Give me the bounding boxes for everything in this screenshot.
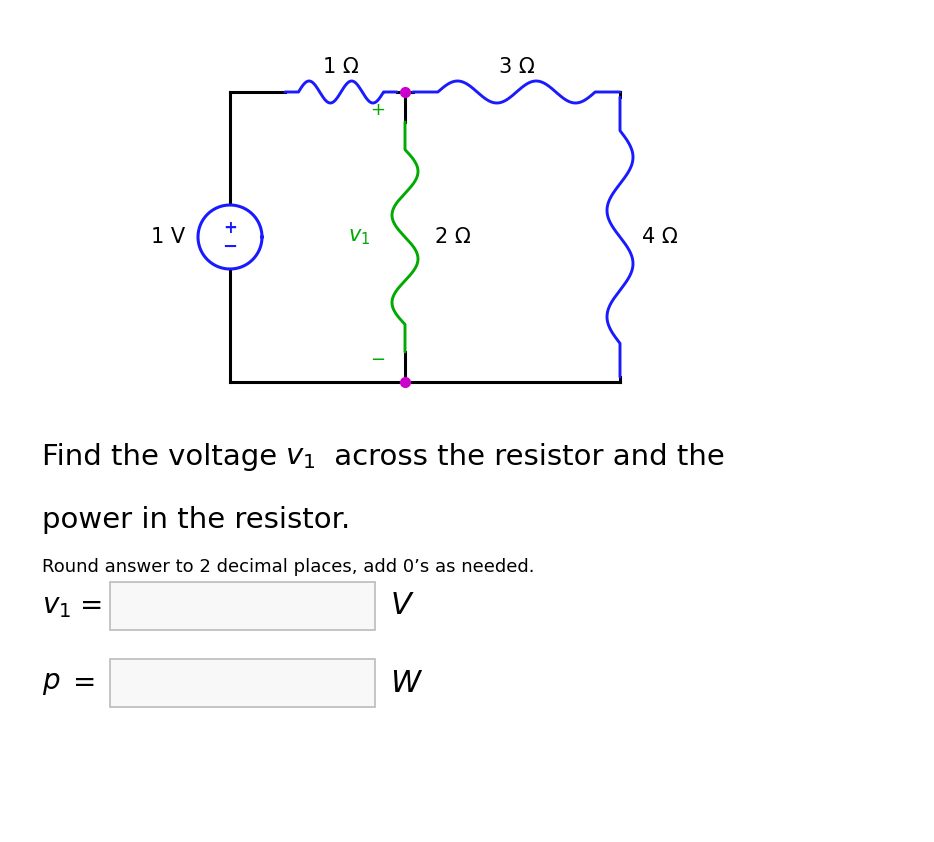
Text: =: = <box>73 669 96 697</box>
Text: $v_1$: $v_1$ <box>42 592 71 620</box>
Text: Find the voltage: Find the voltage <box>42 443 287 471</box>
Text: +: + <box>223 219 237 237</box>
Text: =: = <box>80 592 104 620</box>
FancyBboxPatch shape <box>110 659 375 707</box>
Text: −: − <box>222 238 237 256</box>
Text: power in the resistor.: power in the resistor. <box>42 506 350 534</box>
Text: $V$: $V$ <box>390 591 415 621</box>
Text: $p$: $p$ <box>42 669 61 697</box>
Text: $v_1$: $v_1$ <box>347 227 370 247</box>
Text: 3 Ω: 3 Ω <box>499 57 534 77</box>
Text: Round answer to 2 decimal places, add 0’s as needed.: Round answer to 2 decimal places, add 0’… <box>42 558 534 576</box>
Text: 1 V: 1 V <box>151 227 185 247</box>
Text: −: − <box>370 351 385 369</box>
Text: $v_1$: $v_1$ <box>285 443 316 471</box>
Text: 1 Ω: 1 Ω <box>323 57 359 77</box>
Text: 2 Ω: 2 Ω <box>435 227 471 247</box>
FancyBboxPatch shape <box>110 582 375 630</box>
Text: 4 Ω: 4 Ω <box>642 227 678 247</box>
Text: across the resistor and the: across the resistor and the <box>325 443 725 471</box>
Text: +: + <box>370 101 385 119</box>
Text: $W$: $W$ <box>390 669 423 697</box>
